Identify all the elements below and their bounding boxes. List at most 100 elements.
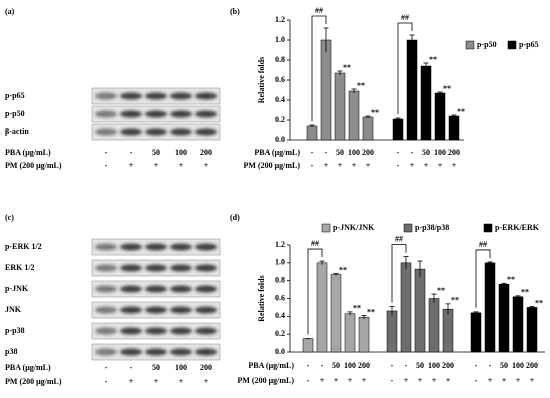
y-tick-label: 0.2 [275, 115, 285, 124]
blot-band [170, 306, 192, 314]
bracket-label: ## [479, 240, 487, 249]
pba-row-label: PBA (μg/mL) [248, 361, 294, 370]
blot-label: p-ERK 1/2 [5, 242, 42, 251]
pm-dose: + [129, 377, 134, 386]
pm-tick-label: + [348, 376, 353, 385]
x-tick-label: - [321, 361, 324, 370]
y-tick-label: 0.0 [275, 135, 285, 144]
blot-band [120, 128, 142, 136]
blot-band [170, 243, 192, 251]
x-tick-label: - [391, 361, 394, 370]
y-tick-label: 0.4 [275, 311, 285, 320]
pba-dose: 200 [200, 148, 212, 157]
bracket-label: ## [395, 234, 403, 243]
x-tick-label: 200 [362, 148, 374, 157]
legend-swatch [507, 40, 517, 50]
pba-dose: - [130, 148, 133, 157]
blot-band [145, 128, 167, 136]
bar [334, 72, 346, 141]
blot-band [95, 243, 117, 251]
x-tick-label: - [307, 361, 310, 370]
pba-dose: - [105, 363, 108, 372]
y-tick-label: 1.2 [275, 240, 285, 249]
pm-tick-label: + [516, 376, 521, 385]
pm-dose: + [179, 161, 184, 170]
pm-tick-label: + [410, 161, 415, 170]
pba-row-label: PBA (μg/mL) [5, 363, 51, 372]
pm-tick-label: + [338, 161, 343, 170]
legend-swatch [321, 223, 331, 233]
blot-band [145, 264, 167, 272]
pm-tick-label: - [475, 376, 478, 385]
significance-marker: ** [353, 304, 361, 313]
blot-label: p-p65 [5, 91, 25, 100]
significance-marker: ** [535, 298, 543, 307]
pm-dose: - [105, 161, 108, 170]
x-tick-label: 50 [500, 361, 508, 370]
blot-band [95, 128, 117, 136]
pm-tick-label: + [424, 161, 429, 170]
significance-marker: ** [507, 275, 515, 284]
y-axis-label: Relative folds [257, 57, 266, 103]
legend-swatch [483, 223, 493, 233]
pm-dose: + [179, 377, 184, 386]
bar [406, 39, 418, 141]
pm-dose: + [154, 161, 159, 170]
blot-band [195, 327, 217, 335]
pba-row-label: PBA (μg/mL) [254, 148, 300, 157]
legend-label: p-p50 [477, 40, 497, 49]
blot-band [120, 348, 142, 356]
bar [526, 307, 538, 353]
pm-dose: + [204, 377, 209, 386]
bar [348, 90, 360, 141]
bar [442, 308, 454, 353]
x-tick-label: 100 [434, 148, 446, 157]
pm-tick-label: + [418, 376, 423, 385]
y-tick-label: 0.6 [275, 293, 285, 302]
bar [320, 39, 332, 141]
bar [498, 283, 510, 353]
pba-dose: 50 [152, 148, 160, 157]
panel-label: (b) [230, 7, 240, 16]
blot-band [120, 110, 142, 118]
blot-band [95, 264, 117, 272]
blot-band [95, 306, 117, 314]
bracket [311, 15, 327, 121]
significance-marker: ** [357, 81, 365, 90]
blot-label: β-actin [5, 127, 29, 136]
pm-tick-label: - [391, 376, 394, 385]
x-tick-label: - [397, 148, 400, 157]
blot-band [170, 327, 192, 335]
bracket-label: ## [311, 239, 319, 248]
y-tick-label: 0.8 [275, 55, 285, 64]
blot-band [195, 285, 217, 293]
blot-band [145, 243, 167, 251]
x-tick-label: 50 [416, 361, 424, 370]
blot-band [195, 348, 217, 356]
blot-band [95, 348, 117, 356]
bar [484, 262, 496, 353]
x-tick-label: - [475, 361, 478, 370]
blot-band [195, 243, 217, 251]
bar [362, 116, 374, 141]
blot-band [195, 110, 217, 118]
y-axis-label: Relative folds [257, 275, 266, 321]
y-tick-label: 0.0 [275, 347, 285, 356]
pba-dose: - [130, 363, 133, 372]
significance-marker: ** [521, 288, 529, 297]
significance-marker: ** [367, 307, 375, 316]
blot-label: ERK 1/2 [5, 263, 35, 272]
x-tick-label: 200 [526, 361, 538, 370]
blot-band [120, 264, 142, 272]
pba-dose: 50 [152, 363, 160, 372]
blot-band [195, 306, 217, 314]
significance-marker: ** [371, 108, 379, 117]
x-tick-label: 100 [428, 361, 440, 370]
significance-marker: ** [339, 265, 347, 274]
pba-dose: - [105, 148, 108, 157]
bar [470, 312, 482, 353]
bar [302, 338, 314, 353]
bracket-label: ## [401, 13, 409, 22]
blot-band [170, 264, 192, 272]
blot-band [120, 285, 142, 293]
